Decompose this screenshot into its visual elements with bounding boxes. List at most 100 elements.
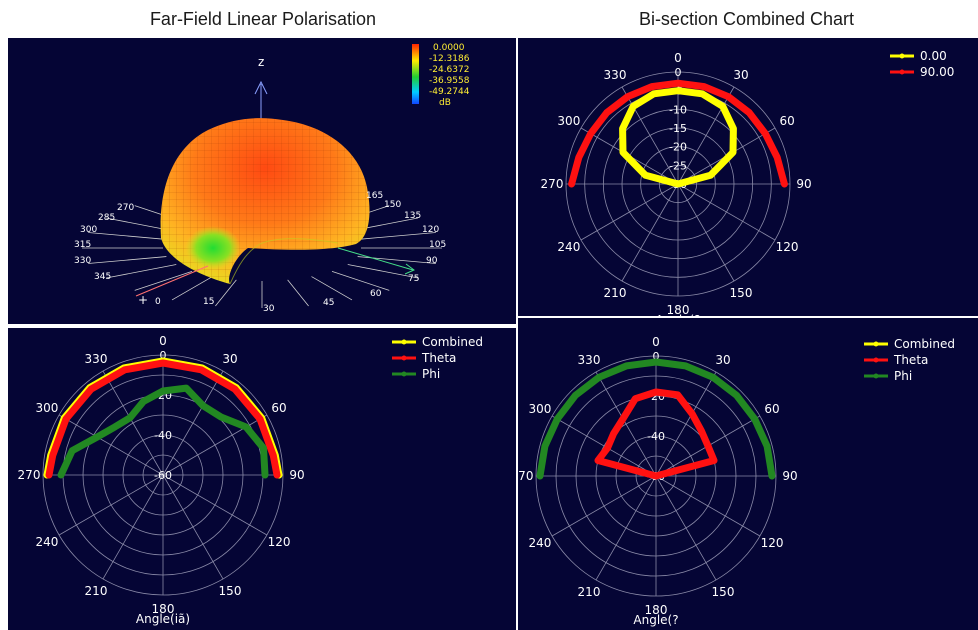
series-point — [769, 473, 775, 479]
angle-tick-label: 120 — [776, 240, 799, 254]
series-point — [710, 457, 717, 464]
series-point — [140, 398, 147, 405]
series-point — [698, 427, 705, 434]
z-axis-arrow-icon — [254, 80, 268, 95]
legend-marker — [899, 69, 905, 75]
radial-tick-label: -10 — [669, 103, 687, 116]
series-point — [260, 445, 267, 452]
angle-tick-label: 90 — [782, 469, 797, 483]
legend-label: Combined — [422, 335, 483, 349]
angle-tick-label: 240 — [528, 536, 551, 550]
colorbar-value-2: -12.3186 — [429, 54, 470, 64]
series-point — [554, 416, 561, 422]
series-point — [632, 395, 639, 402]
polar-chart-bottom-right[interactable]: 03060901201501802102402703003300-20-40-6… — [518, 318, 978, 630]
angle-tick-label: 150 — [712, 585, 735, 599]
chart-legend: 0.00 90.00 — [890, 49, 954, 79]
series-point — [198, 366, 205, 373]
series-point — [746, 109, 753, 116]
legend-label: 0.00 — [920, 49, 947, 63]
series-point — [675, 80, 681, 87]
polar-spoke — [102, 370, 164, 476]
legend-marker — [899, 53, 905, 59]
series-point — [764, 443, 771, 450]
polar-spoke — [677, 183, 776, 241]
legend-label: Phi — [894, 369, 912, 383]
far-field-3d-view[interactable]: z + 0 15 30 45 60 75 90 105 120 135 150 … — [8, 38, 516, 324]
angle-axis-label: Angle(iã) — [136, 612, 190, 626]
legend-marker — [873, 357, 879, 363]
series-point — [730, 125, 737, 132]
series-point — [595, 457, 602, 464]
angle-tick-label: 270 — [18, 468, 41, 482]
ground-spoke — [287, 279, 309, 307]
angle-label-30: 30 — [263, 304, 275, 314]
series-point — [774, 154, 781, 161]
angle-tick-label: 180 — [667, 303, 690, 316]
angle-tick-label: 330 — [85, 352, 108, 366]
series-point — [682, 362, 689, 369]
series-point — [63, 416, 70, 422]
angle-label-90: 90 — [426, 256, 438, 266]
polar-chart-top-right[interactable]: 03060901201501802102402703003300-5-10-15… — [518, 38, 978, 316]
ground-spoke — [134, 270, 193, 291]
series-point — [596, 374, 602, 381]
polar-spoke — [551, 475, 657, 537]
legend-label: Theta — [421, 351, 456, 365]
series-point — [270, 452, 277, 459]
angle-tick-label: 210 — [578, 585, 601, 599]
legend-label: Phi — [422, 367, 440, 381]
radial-tick-label: -15 — [669, 122, 687, 135]
polar-grid — [42, 354, 284, 596]
angle-tick-label: 300 — [35, 401, 58, 415]
y-axis — [337, 247, 414, 271]
series-point — [729, 149, 736, 156]
series-point — [58, 472, 64, 478]
polar-spoke — [162, 474, 268, 536]
colorbar-value-1: 0.0000 — [433, 43, 465, 53]
series-point — [568, 181, 575, 187]
series-point — [642, 172, 649, 179]
series-point — [619, 125, 626, 132]
radial-tick-label: -60 — [154, 469, 172, 482]
series-point — [653, 389, 659, 395]
angle-label-300: 300 — [80, 225, 97, 235]
polar-spoke — [162, 474, 224, 580]
angle-label-150: 150 — [384, 200, 401, 210]
series-point — [604, 445, 611, 451]
series-point — [710, 374, 716, 381]
angle-tick-label: 0 — [652, 335, 660, 349]
polar-chart-svg[interactable]: 03060901201501802102402703003300-5-10-15… — [518, 38, 978, 316]
angle-tick-label: 240 — [557, 240, 580, 254]
angle-label-330: 330 — [74, 256, 91, 266]
angle-label-60: 60 — [370, 289, 382, 299]
ground-spoke — [88, 256, 167, 264]
angle-label-165: 165 — [366, 191, 383, 201]
series-point — [650, 90, 657, 97]
ground-spoke — [347, 264, 418, 279]
ground-spoke — [88, 232, 167, 240]
polar-spoke — [162, 370, 224, 476]
series-point — [262, 472, 268, 478]
angle-tick-label: 30 — [715, 353, 730, 367]
polar-spoke — [677, 183, 735, 282]
angle-axis-label: Angle(? — [655, 313, 700, 316]
series-point — [762, 130, 769, 137]
legend-marker — [873, 373, 879, 379]
series-point — [541, 443, 548, 450]
polar-chart-svg[interactable]: 03060901201501802102402703003300-20-40-6… — [518, 318, 978, 630]
3d-plot-svg[interactable]: z + 0 15 30 45 60 75 90 105 120 135 150 … — [8, 38, 516, 324]
angle-tick-label: 330 — [578, 353, 601, 367]
angle-tick-label: 90 — [289, 468, 304, 482]
z-axis-label: z — [258, 55, 264, 69]
polar-chart-bottom-left[interactable]: 0 30 60 90 120 150 180 210 240 270 300 330 0 -20 -40 -6… — [8, 328, 516, 630]
angle-tick-label: 270 — [518, 469, 533, 483]
angle-tick-label: 240 — [35, 535, 58, 549]
polar-grid — [535, 355, 777, 597]
angle-axis-label: Angle(? — [633, 613, 678, 627]
series-point — [623, 362, 630, 369]
series-point — [200, 402, 206, 409]
legend-label: 90.00 — [920, 65, 954, 79]
polar-spoke — [162, 414, 268, 476]
